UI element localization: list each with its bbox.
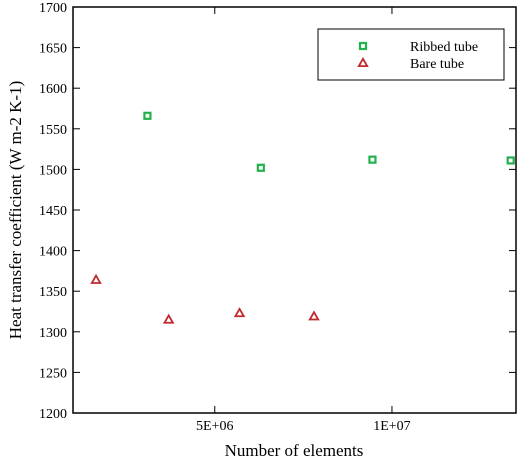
ribbed-tube-point [506, 156, 515, 165]
y-axis-label: Heat transfer coefficient (W m-2 K-1) [6, 81, 25, 340]
legend-items: Ribbed tube Bare tube [357, 40, 478, 72]
y-tick-label: 1250 [39, 366, 67, 381]
x-tick-label: 5E+06 [196, 419, 233, 434]
ribbed-tube-point [368, 155, 377, 164]
legend-label: Bare tube [410, 57, 464, 72]
legend-marker [358, 41, 368, 51]
legend-box [317, 28, 505, 81]
y-tick-label: 1400 [39, 245, 67, 260]
y-tick-label: 1650 [39, 42, 67, 57]
bare-tube-point [162, 313, 175, 324]
legend-marker [357, 56, 369, 68]
y-tick-label: 1350 [39, 285, 67, 300]
y-tick-label: 1500 [39, 163, 67, 178]
ticks-layer: 1200 1250 1300 1350 1400 1450 1500 1550 1600 1650… [39, 1, 516, 434]
x-tick-label: 1E+07 [373, 419, 410, 434]
y-tick-label: 1600 [39, 82, 67, 97]
y-tick-label: 1700 [39, 1, 67, 16]
y-tick-label: 1450 [39, 204, 67, 219]
y-tick-label: 1300 [39, 326, 67, 341]
legend-label: Ribbed tube [410, 40, 478, 55]
bare-tube-point [233, 307, 246, 318]
x-axis-label: Number of elements [225, 441, 364, 460]
legend: Ribbed tube Bare tube [317, 28, 505, 81]
ribbed-tube-point [143, 111, 152, 120]
y-tick-label: 1550 [39, 123, 67, 138]
bare-tube-point [308, 310, 320, 321]
y-tick-label: 1200 [39, 407, 67, 422]
bare-tube-point [90, 273, 102, 284]
points-layer [90, 111, 515, 324]
ribbed-tube-point [256, 163, 265, 172]
